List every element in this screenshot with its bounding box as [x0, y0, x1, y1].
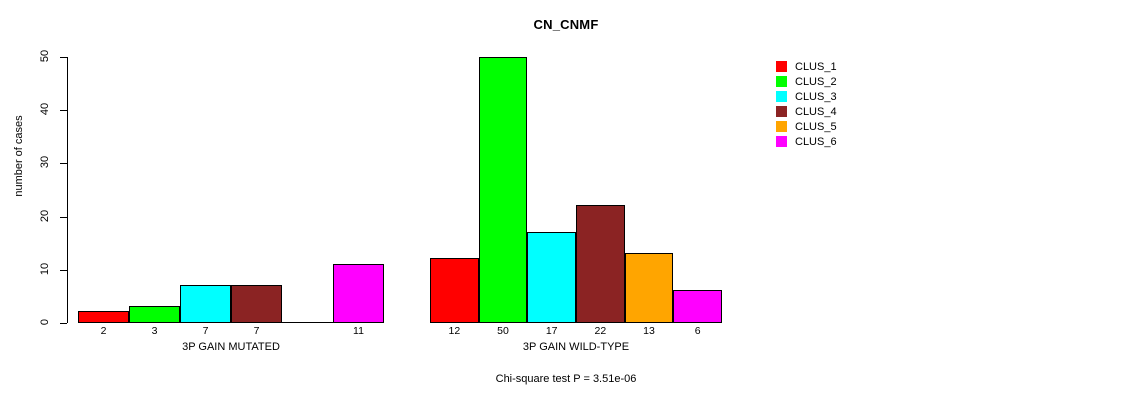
- bar-value-labels-wildtype: 12 50 17 22 13 6: [430, 324, 722, 338]
- legend-item-clus_1[interactable]: CLUS_1: [776, 59, 837, 74]
- y-axis-line: [67, 57, 68, 323]
- legend-color-swatch: [776, 121, 787, 132]
- bar-clus_3[interactable]: [527, 231, 577, 322]
- legend-label: CLUS_6: [795, 135, 837, 148]
- chart-caption: Chi-square test P = 3.51e-06: [0, 373, 1140, 385]
- y-tick-mark: [60, 323, 67, 324]
- bar-clus_4[interactable]: [231, 284, 282, 322]
- legend-label: CLUS_2: [795, 75, 837, 88]
- bar-clus_3[interactable]: [180, 284, 231, 322]
- legend-item-clus_2[interactable]: CLUS_2: [776, 74, 837, 89]
- bar-slot-clus_6[interactable]: [673, 57, 723, 322]
- y-tick-mark: [60, 163, 67, 165]
- bar-value-label: 22: [594, 325, 607, 337]
- legend-color-swatch: [776, 76, 787, 87]
- bar-slot-clus_4[interactable]: [576, 57, 625, 322]
- y-tick-label: 40: [39, 103, 51, 116]
- chart-caption-text: Chi-square test P = 3.51e-06: [495, 373, 637, 385]
- bar-slot-clus_1[interactable]: [78, 57, 129, 322]
- legend-item-clus_5[interactable]: CLUS_5: [776, 119, 837, 134]
- legend-label: CLUS_1: [795, 60, 837, 73]
- y-tick-label: 20: [39, 209, 51, 222]
- legend-color-swatch: [776, 91, 787, 102]
- bar-value-label: 6: [694, 325, 701, 337]
- legend-color-swatch: [776, 61, 787, 72]
- chart-title: CN_CNMF: [0, 17, 1140, 32]
- y-tick-label: 10: [39, 262, 51, 275]
- legend-color-swatch: [776, 136, 787, 147]
- legend-label: CLUS_4: [795, 105, 837, 118]
- bar-slot-clus_4[interactable]: [231, 57, 282, 322]
- y-axis-title: number of cases: [13, 115, 25, 197]
- bar-value-label: 13: [643, 325, 655, 337]
- legend: CLUS_1 CLUS_2 CLUS_3 CLUS_4 CLUS_5 CLUS_6: [776, 59, 837, 149]
- bar-slot-clus_2[interactable]: [129, 57, 180, 322]
- legend-item-clus_6[interactable]: CLUS_6: [776, 134, 837, 149]
- bar-clus_1[interactable]: [430, 258, 479, 322]
- bar-clus_6[interactable]: [673, 290, 723, 322]
- legend-item-clus_4[interactable]: CLUS_4: [776, 104, 837, 119]
- legend-label: CLUS_5: [795, 120, 837, 133]
- y-tick-mark: [60, 269, 67, 271]
- bar-clus_4[interactable]: [576, 205, 625, 322]
- y-tick-label: 0: [39, 318, 51, 326]
- bar-value-label: [282, 324, 333, 338]
- bar-value-label: 12: [448, 325, 461, 337]
- y-tick-label: 30: [39, 156, 51, 169]
- bar-slot-clus_5[interactable]: [624, 57, 674, 322]
- legend-color-swatch: [776, 106, 787, 117]
- legend-label: CLUS_3: [795, 90, 837, 103]
- bar-value-label: 11: [353, 325, 364, 337]
- bar-clus_2[interactable]: [129, 306, 180, 322]
- bar-clus_5[interactable]: [624, 253, 674, 322]
- bar-value-labels-mutated: 2 3 7 7 11: [78, 324, 384, 338]
- panel-3p-gain-wild-type: 12 50 17 22 13 6 3P GAIN WILD-TYPE: [430, 57, 723, 353]
- y-tick-mark: [60, 110, 67, 112]
- legend-item-clus_3[interactable]: CLUS_3: [776, 89, 837, 104]
- bar-group-wildtype: [430, 57, 723, 322]
- bar-value-label: 17: [545, 325, 558, 337]
- bar-clus_1[interactable]: [78, 311, 129, 322]
- x-axis-title-mutated: 3P GAIN MUTATED: [182, 341, 280, 353]
- y-tick-mark: [60, 57, 67, 58]
- x-axis-line-wildtype: [430, 322, 722, 323]
- panel-3p-gain-mutated: 2 3 7 7 11 3P GAIN MUTATED: [78, 57, 384, 353]
- x-axis-title-wildtype: 3P GAIN WILD-TYPE: [522, 341, 630, 353]
- y-tick-label: 50: [39, 49, 51, 63]
- bar-value-label: 3: [151, 325, 158, 337]
- bar-value-label: 7: [253, 325, 260, 337]
- bar-clus_2[interactable]: [478, 57, 528, 322]
- bar-value-label: 7: [202, 325, 209, 337]
- bar-value-label: 50: [497, 325, 509, 337]
- bar-slot-clus_3[interactable]: [527, 57, 577, 322]
- bar-group-mutated: [78, 57, 384, 322]
- y-tick-mark: [60, 216, 67, 218]
- bar-slot-clus_1[interactable]: [430, 57, 479, 322]
- bar-slot-clus_2[interactable]: [478, 57, 528, 322]
- bar-slot-clus_6[interactable]: [333, 57, 384, 322]
- bar-clus_6[interactable]: [333, 263, 384, 322]
- chart-title-text: CN_CNMF: [533, 17, 599, 32]
- bar-slot-clus_3[interactable]: [180, 57, 231, 322]
- bar-slot-clus_5[interactable]: [282, 57, 333, 322]
- x-axis-line-mutated: [78, 322, 384, 323]
- bar-value-label: 2: [100, 325, 107, 337]
